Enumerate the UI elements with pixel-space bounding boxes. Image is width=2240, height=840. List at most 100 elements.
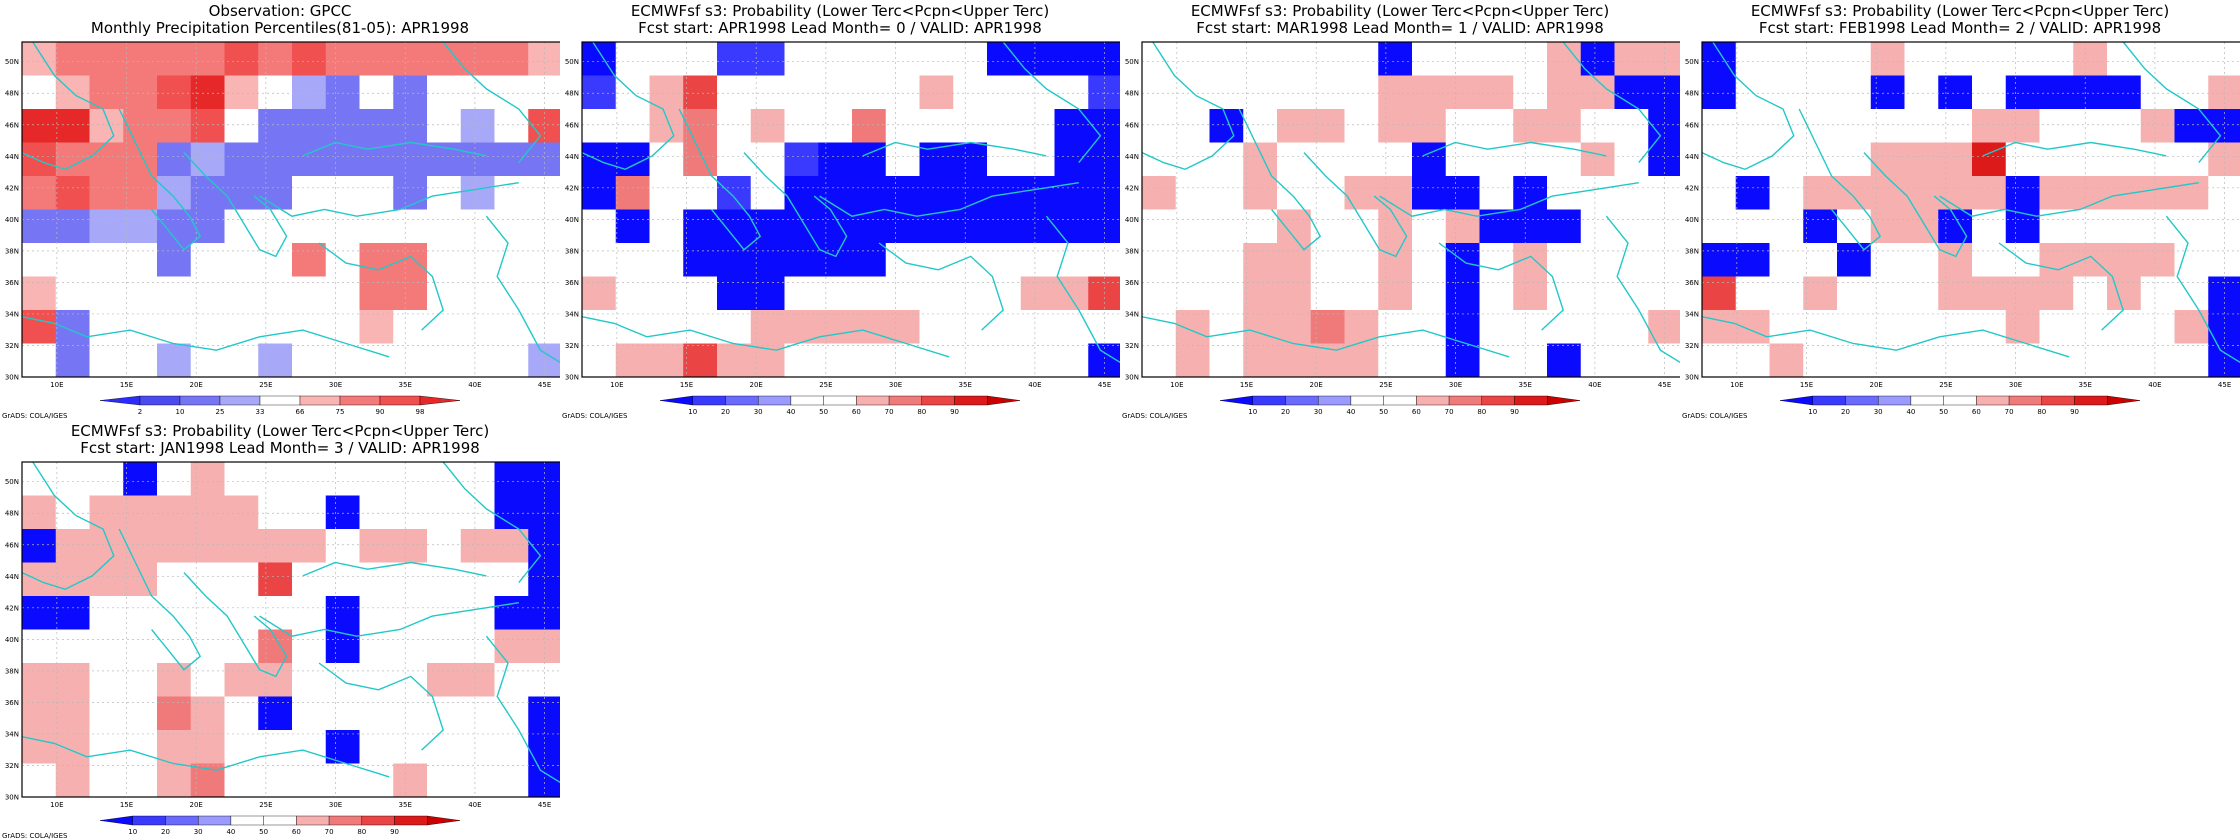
colorbar-label: 30 [1314,408,1323,416]
y-tick-label: 50N [5,478,19,486]
heatmap-cell [123,562,158,597]
heatmap-cell [89,529,124,563]
colorbar-label: 60 [1412,408,1421,416]
heatmap-cell [1445,276,1480,311]
heatmap-cell [22,696,57,731]
heatmap-cell [1243,42,1278,76]
heatmap-cell [582,209,617,244]
heatmap-cell [55,763,90,798]
heatmap-cell [1277,310,1312,344]
heatmap-cell [393,310,428,344]
heatmap-cell [393,529,428,563]
coastline [302,141,487,157]
heatmap-cell [494,343,529,378]
heatmap-cell [1547,75,1582,110]
heatmap-cell [123,763,158,798]
y-tick-label: 48N [5,90,19,98]
heatmap-cell [89,243,124,277]
colorbar-label: 70 [1445,408,1454,416]
x-tick-label: 10E [1730,381,1743,389]
heatmap-cell [1088,42,1120,76]
heatmap-cell [683,209,718,244]
y-tick-label: 48N [1685,90,1699,98]
heatmap-cell [427,663,462,697]
heatmap-cell [258,310,293,344]
heatmap-cell [1054,209,1089,244]
panel-title: Observation: GPCC [209,2,352,20]
heatmap-cell [55,209,90,244]
heatmap-cell [325,462,360,496]
coastline [878,242,1005,331]
heatmap-cell [258,462,293,496]
heatmap-cell [494,243,529,277]
colorbar-label: 70 [2005,408,2014,416]
heatmap-cell [460,462,495,496]
heatmap-cell [258,176,293,210]
heatmap-cell [1277,142,1312,177]
y-tick-label: 46N [5,541,19,549]
heatmap-cell [1938,109,1973,143]
heatmap-cell [1735,209,1770,244]
heatmap-cell [224,343,259,378]
heatmap-cell [258,529,293,563]
heatmap-cell [1020,276,1055,311]
heatmap-cell [460,663,495,697]
y-tick-label: 38N [5,247,19,255]
y-tick-label: 32N [565,342,579,350]
heatmap-cell [1769,243,1804,277]
x-tick-label: 45E [538,801,551,809]
heatmap-cell [427,243,462,277]
heatmap-cell [258,629,293,664]
heatmap-cell [393,276,428,311]
x-tick-label: 20E [1870,381,1883,389]
heatmap-cell [1243,310,1278,344]
heatmap-cell [325,529,360,563]
heatmap-cell [1837,343,1872,378]
heatmap-cells [1702,42,2240,378]
heatmap-cell [2005,209,2040,244]
heatmap-cell [89,629,124,664]
colorbar: 2 10 25 33 66 75 90 98 [99,395,461,416]
coastline [485,215,560,364]
heatmap-cell [258,596,293,630]
heatmap-cell [818,75,853,110]
heatmap-cell [89,75,124,110]
x-tick-label: 20E [190,381,203,389]
y-tick-label: 32N [1125,342,1139,350]
coastline [2122,41,2222,164]
colorbar-swatch [219,395,261,406]
heatmap-cell [1614,142,1649,177]
coastline [1998,242,2125,331]
heatmap-cell [393,696,428,731]
x-tick-label: 45E [1658,381,1671,389]
heatmap-cell [325,629,360,664]
heatmap-cell [89,276,124,311]
colorbar-swatch [419,395,461,406]
heatmap-cell [325,75,360,110]
heatmap-cell [2039,75,2074,110]
y-tick-label: 46N [1685,121,1699,129]
heatmap-cell [1769,42,1804,76]
heatmap-cell [393,176,428,210]
heatmap-cells [22,462,560,798]
heatmap-cell [1904,243,1939,277]
heatmap-cell [224,629,259,664]
coastline [118,108,202,251]
heatmap-cell [1344,343,1379,378]
heatmap-cell [649,310,684,344]
heatmap-cell [1243,343,1278,378]
heatmap-cell [1209,276,1244,311]
heatmap-cell [157,343,192,378]
heatmap-cell [22,243,57,277]
heatmap-cell [1142,142,1177,177]
heatmap-cell [157,495,192,530]
heatmap-cell [427,763,462,798]
heatmap-cell [2107,243,2142,277]
heatmap-cell [852,75,887,110]
heatmap-cell [528,596,560,630]
y-tick-label: 32N [5,762,19,770]
heatmap-cell [852,276,887,311]
heatmap-cell [1277,109,1312,143]
heatmap-cell [1479,310,1514,344]
heatmap-cell [1735,176,1770,210]
